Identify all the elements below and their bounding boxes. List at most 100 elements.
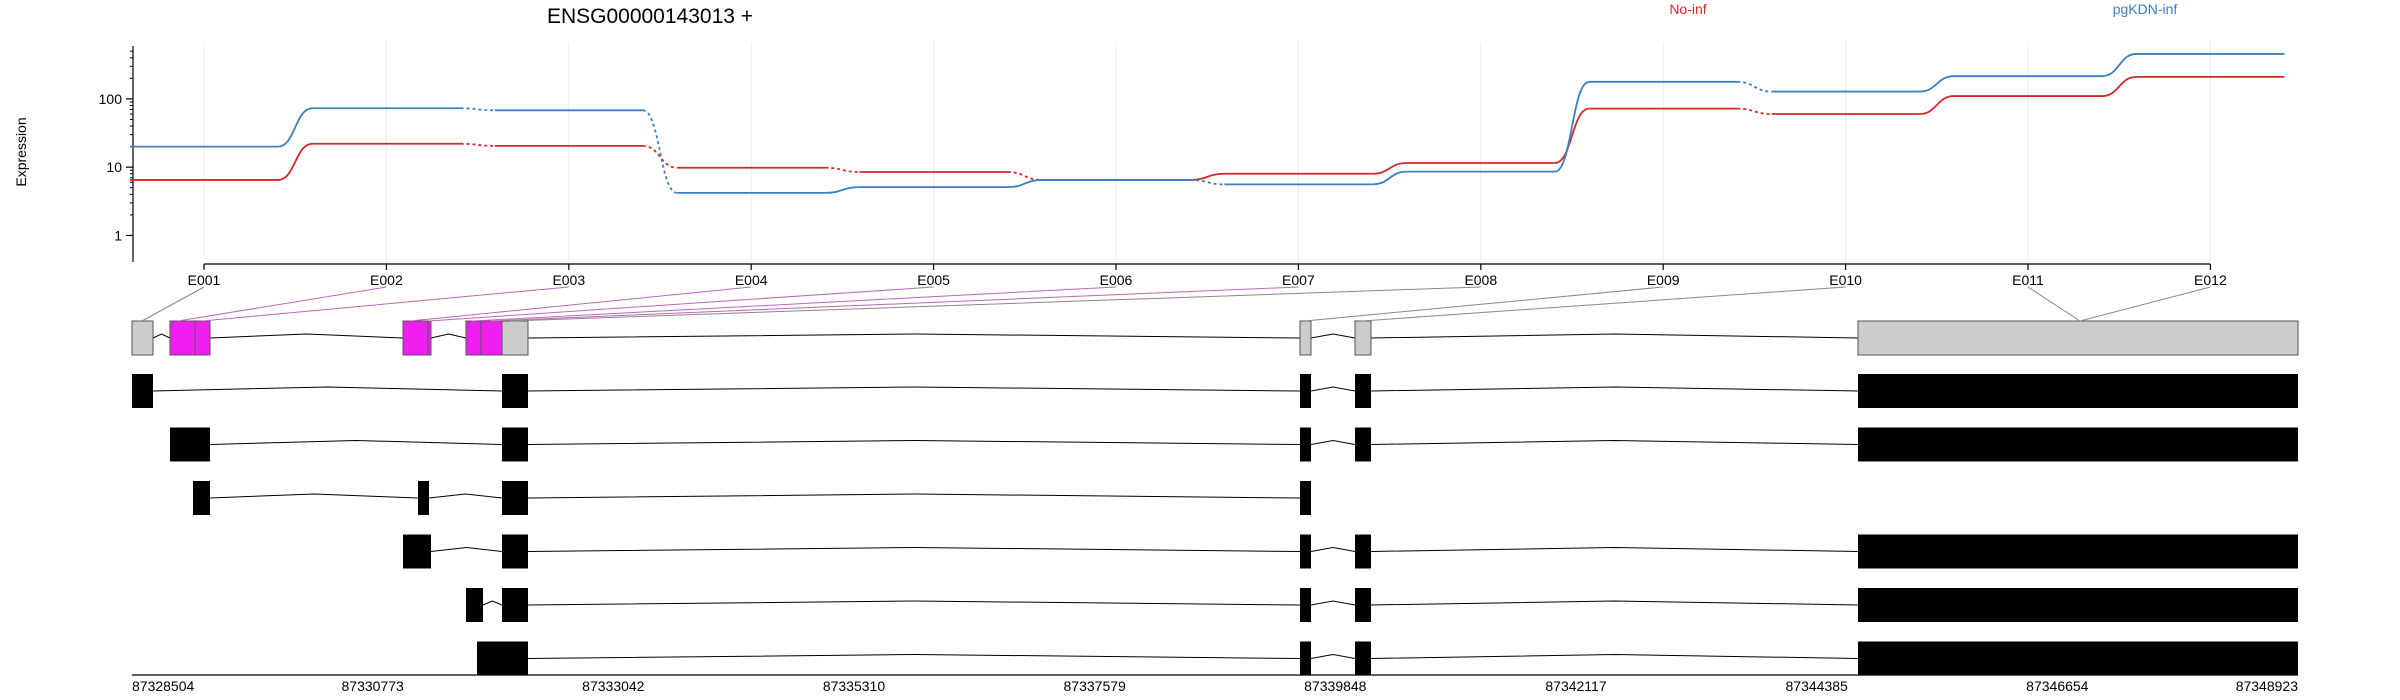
exon-box (465, 320, 482, 356)
exon-box (1857, 320, 2299, 356)
x-tick-label: E003 (552, 272, 585, 288)
transcript-exon (418, 481, 429, 515)
genome-tick-label: 87335310 (823, 678, 886, 694)
intron-line (1370, 546, 1859, 552)
exon-mapping-line (141, 286, 205, 322)
transcript-exon (170, 427, 210, 462)
exon-box (169, 320, 196, 356)
exon-box (480, 320, 503, 356)
grid-lines (203, 42, 2211, 262)
exon-box (501, 320, 529, 356)
exon-mapping-line (177, 286, 387, 322)
intron-line (1370, 386, 1859, 392)
transcript-exon (502, 374, 528, 408)
series-connector (825, 186, 860, 194)
x-tick-label: E002 (370, 272, 403, 288)
x-tick-label: E011 (2012, 272, 2044, 288)
series-connector (825, 166, 860, 173)
legend-no-inf: No-inf (1669, 1, 1706, 17)
transcript-exon (1858, 534, 2298, 569)
transcript-exon (502, 427, 528, 462)
transcript-exon (1858, 427, 2298, 462)
intron-line (428, 493, 503, 499)
transcript-exon (1858, 641, 2298, 676)
intron-line (1370, 439, 1859, 445)
exon-mapping-line (489, 286, 1299, 322)
intron-line (527, 653, 1301, 659)
exon-mapping-line (1304, 286, 1664, 322)
exon-box (402, 320, 429, 356)
intron-line (482, 600, 503, 606)
exon-mapping-line (2027, 286, 2081, 322)
genome-tick-label: 87330773 (342, 678, 405, 694)
series-connector (1372, 162, 1407, 175)
genome-tick-label: 87328504 (132, 678, 195, 694)
exon-mapping-line (471, 286, 1117, 322)
series-connector (1007, 179, 1043, 189)
series-connector (277, 142, 313, 181)
series-connector (642, 144, 678, 169)
intron-line (1310, 600, 1356, 606)
genome-tick-label: 87339848 (1304, 678, 1367, 694)
transcript-exon (1355, 534, 1371, 569)
series-connector (1372, 170, 1407, 186)
intron-line (527, 439, 1301, 445)
series-connector (460, 142, 495, 147)
series-connector (2101, 75, 2137, 97)
intron-line (209, 439, 503, 445)
exon-box (1354, 320, 1372, 356)
exon-mapping-line (509, 286, 1481, 322)
x-tick-label: E007 (1282, 272, 1315, 288)
transcript-exon (193, 481, 210, 515)
y-tick-label: 10 (106, 159, 122, 175)
transcript-exon (1858, 374, 2298, 408)
transcript-exon (1858, 588, 2298, 622)
transcript-exon (1355, 588, 1371, 622)
legend-pgkdn-inf: pgKDN-inf (2113, 1, 2178, 17)
series-connector (1554, 107, 1590, 164)
y-tick-label: 1 (114, 227, 122, 243)
genome-tick-label: 87333042 (582, 678, 645, 694)
transcript-exon (1300, 534, 1311, 569)
x-tick-label: E004 (735, 272, 768, 288)
intron-line (527, 600, 1301, 606)
intron-line (1370, 653, 1859, 659)
exon-mapping-line (428, 286, 934, 322)
exon-box (131, 320, 154, 356)
transcript-exon (1300, 427, 1311, 462)
x-tick-label: E008 (1464, 272, 1497, 288)
transcript-exon (466, 588, 483, 622)
exon-mapping-line (1361, 286, 1846, 322)
x-tick-label: E012 (2194, 272, 2227, 288)
intron-line (527, 386, 1301, 392)
intron-line (209, 333, 404, 339)
transcript-exon (1300, 588, 1311, 622)
transcript-exon (502, 481, 528, 515)
intron-line (430, 546, 503, 552)
y-tick-label: 100 (99, 91, 123, 107)
intron-line (527, 333, 1301, 339)
genome-tick-label: 87344385 (1786, 678, 1849, 694)
intron-line (1310, 546, 1356, 552)
transcript-exon (1355, 641, 1371, 676)
series-connector (642, 109, 678, 194)
intron-line (527, 546, 1301, 552)
intron-line (1310, 333, 1356, 339)
exon-mapping-line (201, 286, 569, 322)
series-connector (1737, 80, 1772, 93)
series-connector (1737, 107, 1772, 115)
intron-line (152, 386, 503, 392)
transcript-exon (502, 588, 528, 622)
series-connector (1189, 172, 1225, 181)
transcript-exon (403, 534, 431, 569)
transcript-exon (1355, 374, 1371, 408)
exon-box (427, 320, 432, 356)
transcript-exon (1300, 481, 1311, 515)
series-lines (130, 53, 2285, 194)
transcript-exon (1355, 427, 1371, 462)
exon-box (194, 320, 211, 356)
series-connector (1007, 171, 1043, 181)
transcript-exon (1300, 374, 1311, 408)
x-tick-label: E005 (917, 272, 950, 288)
